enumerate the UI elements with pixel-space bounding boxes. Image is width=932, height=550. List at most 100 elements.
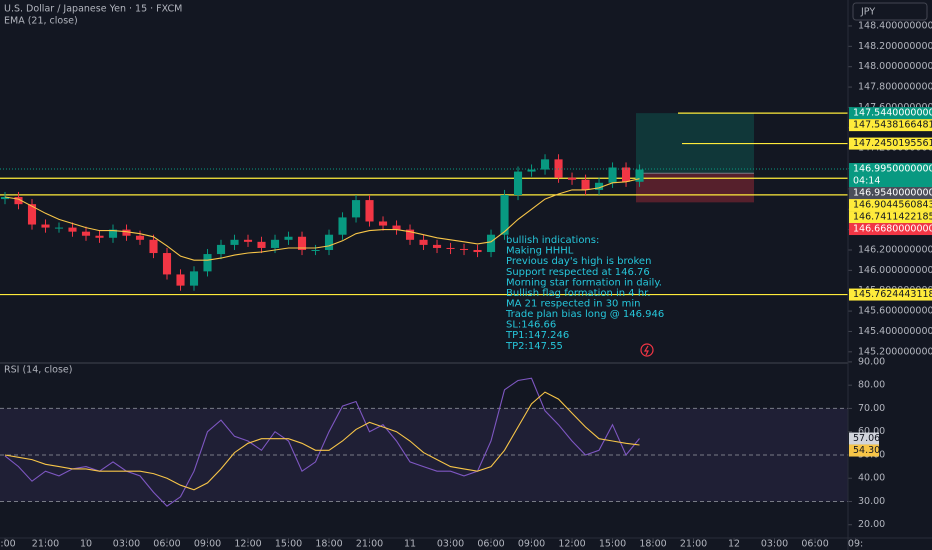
candle-body — [149, 239, 158, 254]
axes: 148.4000000000 148.2000000000 148.00000000… — [0, 20, 932, 550]
candle-body — [297, 236, 307, 250]
annotation-plan: TP1:147.246 — [505, 330, 569, 341]
x-tick-label: 12:00 — [234, 539, 261, 550]
annotation-plan: Trade plan bias long @ 146.946 — [505, 309, 664, 320]
x-tick-label: 12:00 — [558, 539, 585, 550]
x-tick-label: 06:00 — [477, 539, 504, 550]
candle-body — [54, 227, 64, 229]
alert-icon — [640, 343, 654, 357]
annotation-line: MA 21 respected in 30 min — [506, 299, 640, 310]
x-tick-label: 21:00 — [32, 539, 59, 550]
candle-body — [608, 167, 617, 183]
y-tick-label: 30.00 — [858, 496, 885, 507]
x-tick-label: 11 — [404, 539, 416, 550]
candle-body — [365, 200, 374, 222]
candle-body — [486, 234, 496, 253]
candle-body — [41, 224, 50, 228]
candle-body — [378, 221, 388, 226]
price-label-bg — [849, 211, 932, 224]
rsi-ma-line — [4, 391, 640, 491]
price-label-bg — [849, 107, 932, 120]
candle-body — [81, 231, 91, 236]
x-tick-label: 03:00 — [113, 539, 140, 550]
currency-button[interactable] — [852, 2, 928, 21]
candle-body — [68, 227, 77, 232]
candle-body — [594, 182, 604, 190]
chart-title: U.S. Dollar / Japanese Yen · 15 · FXCM — [4, 4, 182, 15]
price-label: 147.24501955611 — [853, 138, 932, 149]
indicator-label: EMA (21, close) — [4, 16, 78, 27]
candle-body — [392, 225, 401, 230]
price-label: 146.90445608434 — [853, 200, 932, 211]
price-label: 146.74114221859 — [853, 212, 932, 223]
x-tick-label: 12 — [728, 539, 740, 550]
rsi-label: 54.30 — [853, 445, 880, 456]
candle-body — [108, 229, 118, 238]
rsi-line — [4, 377, 640, 507]
price-label: 146.95400000000 — [853, 188, 932, 199]
x-tick-label: 21:00 — [680, 539, 707, 550]
candle-body — [324, 234, 334, 250]
stop-zone — [636, 173, 754, 203]
y-tick-label: 90.00 — [858, 356, 885, 367]
price-label-bg — [849, 187, 932, 200]
y-tick-label: 20.00 — [858, 519, 885, 530]
price-label-bg — [849, 199, 932, 212]
y-tick-label: 145.2000000000 — [858, 346, 932, 357]
candle-body — [203, 254, 212, 272]
price-label: 147.544000000000 — [853, 108, 932, 119]
y-tick-label: 145.4000000000 — [858, 326, 932, 337]
countdown: 04:14 — [853, 176, 880, 187]
annotation-plan: SL:146.66 — [506, 320, 556, 331]
rsi-label: 57.06 — [853, 433, 880, 444]
candle-body — [419, 239, 428, 245]
x-tick-label: 09: — [848, 539, 863, 550]
annotation-line: bullish indications: — [506, 235, 599, 246]
candle-body — [135, 235, 145, 240]
y-tick-label: 60.00 — [858, 426, 885, 437]
annotation-line: Bullish flag formation in 4 hr. — [506, 288, 651, 299]
x-tick-label: 15:00 — [275, 539, 302, 550]
currency-label[interactable]: JPY — [860, 7, 875, 18]
candle-body — [216, 244, 226, 255]
y-tick-label: 148.0000000000 — [858, 61, 932, 72]
candle-body — [459, 248, 469, 250]
x-tick-label: 15:00 — [599, 539, 626, 550]
candle-body — [0, 197, 10, 200]
y-tick-label: 40.00 — [858, 473, 885, 484]
candle-body — [27, 204, 37, 225]
x-tick-label: 03:00 — [761, 539, 788, 550]
candle-body — [635, 169, 644, 182]
price-label-bg — [849, 119, 932, 132]
candle-body — [162, 253, 172, 275]
candle-body — [14, 197, 23, 205]
candle-body — [432, 244, 442, 248]
candle-body — [122, 229, 131, 236]
price-pane: bullish indications:Making HHHLPrevious … — [0, 112, 848, 352]
candle-body — [338, 217, 347, 235]
rsi-label-bg — [849, 444, 879, 457]
candle-body — [513, 171, 523, 196]
x-tick-label: 21:00 — [356, 539, 383, 550]
y-tick-label: 147.8000000000 — [858, 82, 932, 93]
x-tick-label: 06:00 — [801, 539, 828, 550]
annotation-line: Morning star formation in daily. — [506, 277, 662, 288]
price-label: 146.99500000000 — [853, 164, 932, 175]
candle-body — [351, 200, 361, 218]
candle-body — [527, 169, 536, 172]
x-tick-label: 09:00 — [518, 539, 545, 550]
price-label: 146.66800000000 — [853, 224, 932, 235]
x-tick-label: 06:00 — [153, 539, 180, 550]
y-tick-label: 148.2000000000 — [858, 41, 932, 52]
candle-body — [95, 235, 104, 238]
price-label: 147.54381664813 — [853, 120, 932, 131]
price-label-bg — [849, 288, 932, 301]
candle-body — [405, 229, 415, 240]
candle-body — [189, 271, 199, 286]
candle-body — [176, 274, 185, 286]
candle-body — [270, 239, 280, 248]
annotation-line: Previous day's high is broken — [506, 256, 651, 267]
candle-body — [621, 167, 631, 182]
